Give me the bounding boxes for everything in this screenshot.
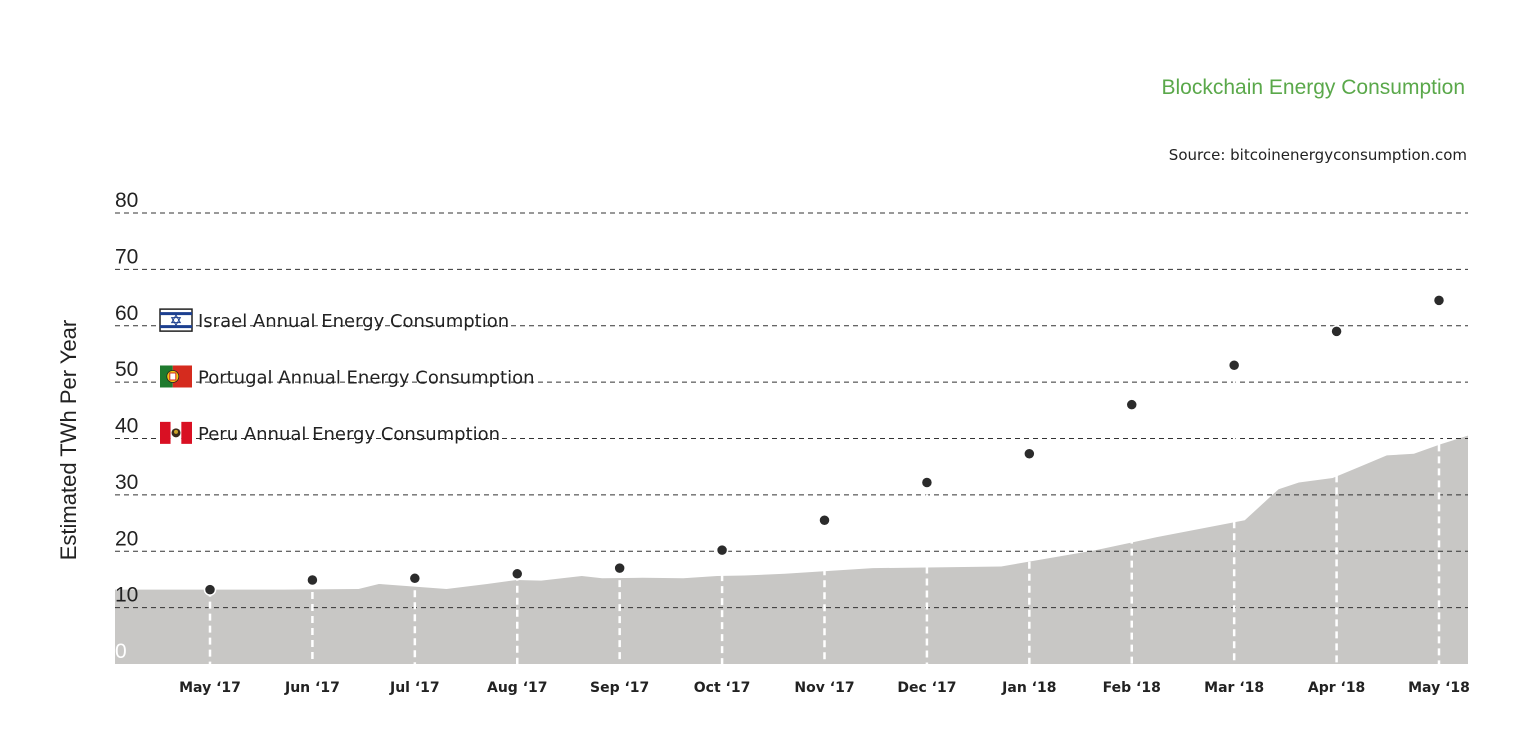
reference-label: Israel Annual Energy Consumption [198, 311, 509, 332]
data-point [408, 572, 422, 585]
grid-layer [115, 212, 1468, 609]
area-layer [115, 435, 1468, 664]
data-point [1227, 358, 1241, 372]
y-tick-label: 40 [115, 415, 138, 438]
data-point [1330, 325, 1343, 338]
portugal-flag-icon [160, 365, 192, 388]
y-axis-ticks: 0 10 20 30 40 50 60 70 80 [115, 189, 138, 663]
reference-label: Portugal Annual Energy Consumption [198, 367, 535, 388]
x-tick-label: Jun ‘17 [284, 680, 340, 696]
y-tick-label: 10 [115, 584, 138, 607]
x-tick-label: Oct ‘17 [694, 680, 751, 696]
israel-flag-icon [159, 308, 193, 332]
x-axis-ticks: May ‘17 Jun ‘17 Jul ‘17 Aug ‘17 Sep ‘17 Oct ‘… [179, 680, 1470, 696]
peru-flag-icon [160, 421, 192, 444]
y-tick-label: 0 [115, 640, 127, 663]
data-point [203, 583, 217, 596]
energy-area [115, 435, 1468, 664]
reference-label: Peru Annual Energy Consumption [198, 424, 500, 445]
data-point [1432, 294, 1446, 307]
x-tick-label: Jan ‘18 [1001, 680, 1056, 696]
x-tick-label: Dec ‘17 [897, 680, 956, 696]
data-point [511, 567, 524, 581]
y-tick-label: 50 [115, 358, 138, 381]
data-point [715, 543, 729, 557]
x-tick-label: Sep ‘17 [590, 680, 649, 696]
data-point [818, 513, 831, 527]
chart-title: Blockchain Energy Consumption [1161, 76, 1466, 99]
x-tick-label: May ‘17 [179, 680, 241, 696]
chart-source: Source: bitcoinenergyconsumption.com [1168, 146, 1467, 164]
data-point [1125, 398, 1138, 411]
x-tick-label: Feb ‘18 [1103, 680, 1161, 696]
y-tick-label: 20 [115, 527, 138, 550]
data-point [306, 573, 319, 587]
x-tick-label: Aug ‘17 [487, 680, 548, 696]
y-axis-label: Estimated TWh Per Year [56, 320, 81, 561]
x-tick-label: Apr ‘18 [1308, 680, 1365, 696]
y-tick-label: 60 [115, 302, 138, 325]
x-tick-label: Jul ‘17 [389, 680, 440, 696]
data-point [920, 476, 934, 489]
data-point [613, 561, 626, 575]
reference-labels: Israel Annual Energy Consumption Portugal… [159, 308, 535, 445]
y-tick-label: 80 [115, 189, 138, 212]
month-markers [203, 294, 1446, 664]
y-tick-label: 70 [115, 245, 138, 268]
x-tick-label: Nov ‘17 [794, 680, 854, 696]
x-tick-label: May ‘18 [1408, 680, 1470, 696]
x-tick-label: Mar ‘18 [1204, 680, 1264, 696]
y-tick-label: 30 [115, 471, 138, 494]
data-point [1023, 447, 1036, 460]
